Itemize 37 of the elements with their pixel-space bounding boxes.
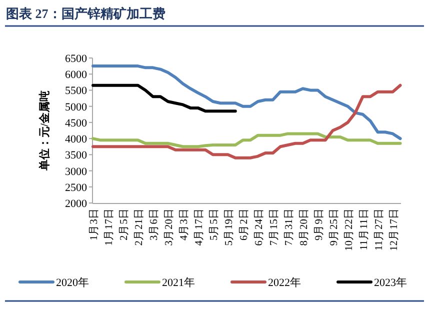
y-tick-label: 2000 <box>65 198 88 210</box>
x-tick-label: 4月17日 <box>192 208 205 246</box>
x-tick-label: 3月20日 <box>162 208 175 246</box>
x-tick-label: 2月21日 <box>132 208 145 246</box>
x-tick-label: 1月17日 <box>102 208 115 246</box>
legend-label: 2020年 <box>56 277 89 289</box>
y-tick-label: 5000 <box>65 101 88 114</box>
x-tick-label: 11月27日 <box>372 208 385 251</box>
x-tick-label: 6月24日 <box>252 208 265 246</box>
x-tick-label: 4月3日 <box>178 208 190 240</box>
x-tick-label: 1月3日 <box>88 208 100 240</box>
y-tick-label: 3500 <box>65 150 88 162</box>
x-tick-label: 7月15日 <box>268 208 280 246</box>
legend-label: 2022年 <box>268 277 301 289</box>
y-tick-label: 5500 <box>65 85 88 98</box>
y-tick-label: 3000 <box>65 166 88 178</box>
y-tick-label: 6500 <box>65 53 88 65</box>
x-tick-label: 11月11日 <box>358 208 370 250</box>
x-tick-label: 10月22日 <box>342 208 355 251</box>
y-tick-label: 6000 <box>65 69 88 82</box>
x-tick-label: 5月19日 <box>222 208 235 246</box>
chart-title: 图表 27：国产锌精矿加工费 <box>6 6 166 21</box>
x-tick-label: 2月5日 <box>118 208 130 240</box>
y-axis-title: 单位：元/金属吨 <box>38 90 51 172</box>
y-tick-label: 4500 <box>65 117 88 130</box>
y-tick-label: 4000 <box>65 134 88 146</box>
x-tick-label: 6月2日 <box>238 208 250 240</box>
x-tick-label: 9月9日 <box>312 208 325 240</box>
legend-label: 2023年 <box>374 277 407 289</box>
y-tick-label: 2500 <box>65 182 88 194</box>
x-tick-label: 9月25日 <box>328 208 340 246</box>
x-tick-label: 3月6日 <box>148 208 160 240</box>
x-tick-label: 7月31日 <box>282 208 295 246</box>
x-tick-label: 8月20日 <box>298 208 310 246</box>
x-tick-label: 12月17日 <box>388 208 400 251</box>
x-tick-label: 5月5日 <box>208 208 220 240</box>
legend-label: 2021年 <box>162 277 195 289</box>
